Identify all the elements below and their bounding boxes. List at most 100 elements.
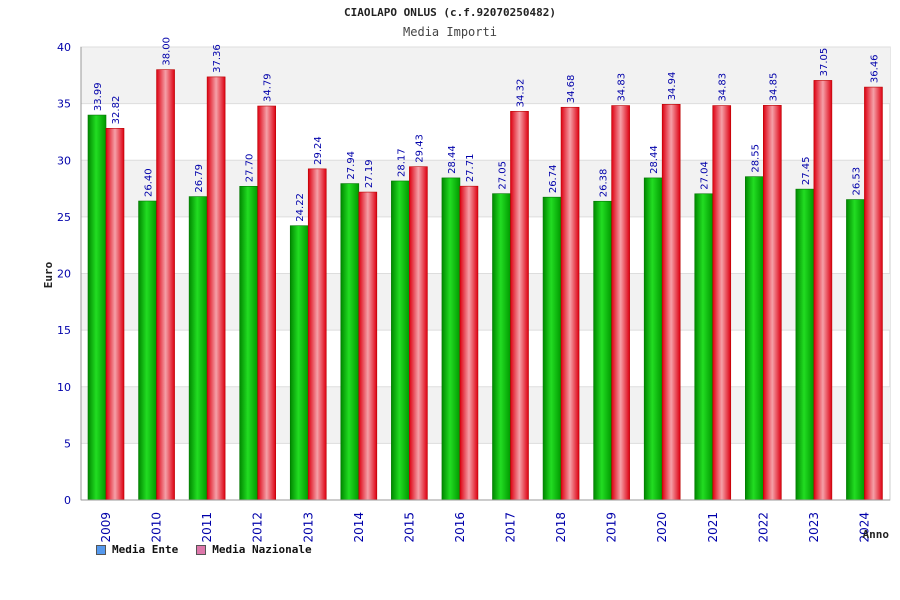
data-label: 26.74	[548, 165, 559, 194]
bar-media-ente-2017	[492, 193, 511, 501]
bar-media-ente-2010	[138, 200, 157, 501]
data-label: 27.05	[498, 161, 509, 190]
bar-media-ente-2015	[391, 180, 410, 501]
data-label: 27.71	[465, 154, 476, 183]
y-tick-label: 0	[64, 494, 71, 507]
bar-media-ente-2014	[340, 183, 360, 501]
data-label: 26.38	[599, 169, 610, 198]
legend-swatch-media-nazionale	[196, 544, 207, 555]
bar-media-ente-2021	[694, 193, 714, 501]
bar-media-ente-2016	[441, 177, 461, 501]
data-label: 27.94	[346, 151, 357, 180]
legend: Media Ente Media Nazionale	[96, 543, 312, 556]
data-label: 37.36	[212, 44, 223, 73]
bar-media-ente-2023	[795, 188, 815, 501]
bar-media-nazionale-2024	[864, 86, 883, 501]
data-label: 29.24	[313, 136, 324, 165]
y-tick-label: 30	[57, 154, 71, 167]
bar-media-nazionale-2009	[105, 128, 125, 501]
data-label: 28.44	[649, 145, 660, 174]
data-label: 34.85	[768, 73, 779, 102]
bar-media-nazionale-2017	[510, 111, 529, 501]
chart-subtitle: Media Importi	[403, 25, 497, 39]
data-label: 28.44	[447, 145, 458, 174]
bar-media-ente-2022	[745, 176, 764, 501]
x-tick-label: 2010	[150, 512, 164, 543]
bar-media-nazionale-2012	[257, 105, 276, 501]
x-tick-label: 2013	[301, 512, 315, 543]
bar-media-ente-2018	[542, 196, 562, 501]
data-label: 34.83	[617, 73, 628, 102]
chart-title: CIAOLAPO ONLUS (c.f.92070250482)	[344, 6, 556, 19]
y-tick-label: 25	[57, 211, 71, 224]
x-tick-label: 2017	[504, 512, 518, 543]
y-tick-label: 15	[57, 324, 71, 337]
x-tick-label: 2021	[706, 512, 720, 543]
data-label: 33.99	[93, 82, 104, 111]
x-tick-label: 2023	[807, 512, 821, 543]
data-label: 27.04	[700, 161, 711, 190]
x-tick-label: 2020	[655, 512, 669, 543]
data-label: 34.32	[516, 79, 527, 108]
y-tick-label: 20	[57, 268, 71, 281]
bar-media-nazionale-2023	[813, 80, 833, 501]
bar-media-nazionale-2021	[712, 105, 732, 501]
data-label: 38.00	[162, 37, 173, 66]
data-label: 37.05	[819, 48, 830, 77]
legend-label-media-ente: Media Ente	[112, 543, 179, 556]
x-tick-label: 2015	[402, 512, 416, 543]
y-axis-label: Euro	[42, 261, 55, 288]
x-axis-label: Anno	[863, 528, 890, 541]
data-label: 34.79	[263, 73, 274, 102]
data-label: 27.19	[364, 159, 375, 188]
data-label: 28.55	[750, 144, 761, 173]
y-tick-label: 10	[57, 381, 71, 394]
bar-media-ente-2013	[289, 225, 309, 501]
legend-item-media-nazionale: Media Nazionale	[196, 543, 312, 556]
bar-media-ente-2009	[87, 114, 107, 501]
bar-media-nazionale-2019	[611, 105, 630, 501]
data-label: 34.68	[566, 75, 577, 104]
data-label: 26.40	[144, 168, 155, 197]
bar-media-nazionale-2011	[206, 76, 226, 501]
bar-media-nazionale-2022	[763, 105, 782, 501]
legend-label-media-nazionale: Media Nazionale	[212, 543, 312, 556]
x-tick-label: 2014	[352, 512, 366, 543]
data-label: 27.45	[801, 156, 812, 185]
y-tick-label: 35	[57, 98, 71, 111]
bar-media-nazionale-2016	[459, 185, 479, 501]
bar-media-ente-2012	[239, 185, 258, 501]
x-tick-label: 2019	[605, 512, 619, 543]
x-tick-label: 2012	[251, 512, 265, 543]
bar-media-ente-2020	[643, 177, 663, 501]
x-tick-label: 2022	[756, 512, 770, 543]
data-label: 26.53	[851, 167, 862, 196]
bar-media-nazionale-2015	[409, 166, 428, 501]
x-tick-label: 2024	[857, 512, 871, 543]
legend-item-media-ente: Media Ente	[96, 543, 178, 556]
data-label: 29.43	[414, 134, 425, 163]
bar-media-nazionale-2020	[661, 104, 681, 501]
y-tick-label: 40	[57, 41, 71, 54]
bar-media-ente-2024	[846, 199, 865, 501]
x-tick-label: 2018	[554, 512, 568, 543]
data-label: 36.46	[869, 54, 880, 83]
x-tick-label: 2016	[453, 512, 467, 543]
bar-media-nazionale-2014	[358, 191, 378, 501]
bar-media-nazionale-2013	[307, 168, 327, 501]
data-label: 24.22	[295, 193, 306, 222]
data-label: 34.94	[667, 72, 678, 101]
data-label: 32.82	[111, 96, 122, 125]
y-tick-label: 5	[64, 437, 71, 450]
x-tick-label: 2011	[200, 512, 214, 543]
data-label: 26.79	[194, 164, 205, 193]
bar-media-nazionale-2018	[560, 106, 580, 501]
x-tick-label: 2009	[99, 512, 113, 543]
bar-media-ente-2019	[593, 200, 612, 501]
data-label: 27.70	[245, 154, 256, 183]
data-label: 34.83	[718, 73, 729, 102]
legend-swatch-media-ente	[96, 544, 106, 555]
bar-media-nazionale-2010	[156, 69, 175, 501]
data-label: 28.17	[396, 148, 407, 177]
